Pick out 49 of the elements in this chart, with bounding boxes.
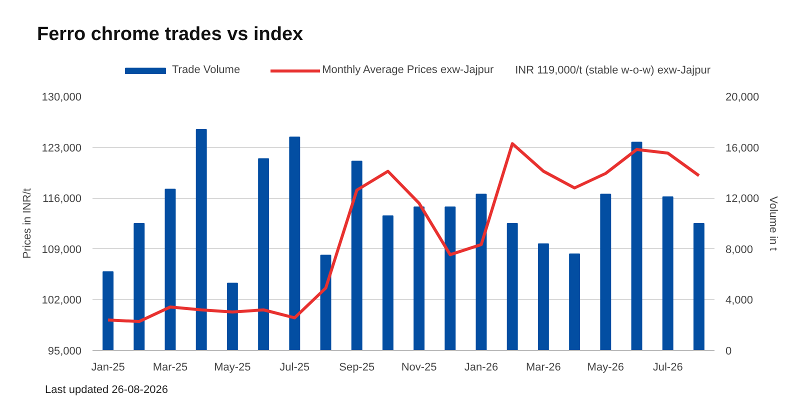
bar <box>289 136 300 350</box>
x-tick-label: Mar-26 <box>526 362 561 374</box>
x-tick-label: May-25 <box>214 362 251 374</box>
y-tick-label: 130,000 <box>42 92 82 104</box>
x-tick-label: May-26 <box>587 362 624 374</box>
bar <box>662 196 674 350</box>
bar <box>414 206 425 350</box>
legend-label: Trade Volume <box>172 64 240 76</box>
text: INR 119,000/t (stable w-o-w) exw-Jajpur <box>515 64 711 76</box>
x-tick-label: Nov-25 <box>401 362 437 374</box>
y2-axis-title: Volume in t <box>767 196 780 251</box>
text: Last updated 26-08-2026 <box>45 383 168 398</box>
line-series <box>106 142 700 323</box>
bar <box>600 194 612 350</box>
x-tick-label: Sep-25 <box>339 362 375 374</box>
bar <box>693 223 704 350</box>
y-tick-label: 95,000 <box>48 346 82 358</box>
bar <box>196 129 207 350</box>
bar <box>134 223 145 350</box>
y-tick-label: 109,000 <box>42 244 82 256</box>
x-tick-label: Jul-26 <box>652 362 683 374</box>
y2-tick-label: 12,000 <box>726 193 760 206</box>
bar <box>444 206 456 350</box>
bar <box>226 282 238 350</box>
y-tick-label: 123,000 <box>42 142 82 154</box>
bar <box>382 215 394 350</box>
bar <box>631 142 642 350</box>
bar <box>538 243 549 350</box>
bar <box>351 160 362 350</box>
x-tick-label: Mar-25 <box>152 362 188 374</box>
bar <box>569 253 580 350</box>
x-tick-label: Jan-25 <box>91 362 125 374</box>
y-tick-label: 116,000 <box>42 193 82 206</box>
y2-tick-label: 20,000 <box>726 92 760 104</box>
x-tick-label: Jan-26 <box>464 362 498 374</box>
y2-tick-label: 8,000 <box>726 244 754 256</box>
bar <box>476 194 487 350</box>
y-axis-title: Prices in INR/t <box>22 188 34 259</box>
chart-title: Ferro chrome trades vs index <box>37 23 304 47</box>
bar <box>102 271 114 350</box>
x-tick-label: Jul-25 <box>280 362 310 374</box>
legend-label: Monthly Average Prices exw-Jajpur <box>322 64 494 76</box>
bar <box>506 223 518 350</box>
y2-tick-label: 0 <box>726 346 732 358</box>
y2-tick-label: 4,000 <box>726 294 754 307</box>
y2-tick-label: 16,000 <box>726 142 760 154</box>
bar <box>258 158 270 350</box>
bar <box>164 188 176 350</box>
y-tick-label: 102,000 <box>42 294 82 307</box>
